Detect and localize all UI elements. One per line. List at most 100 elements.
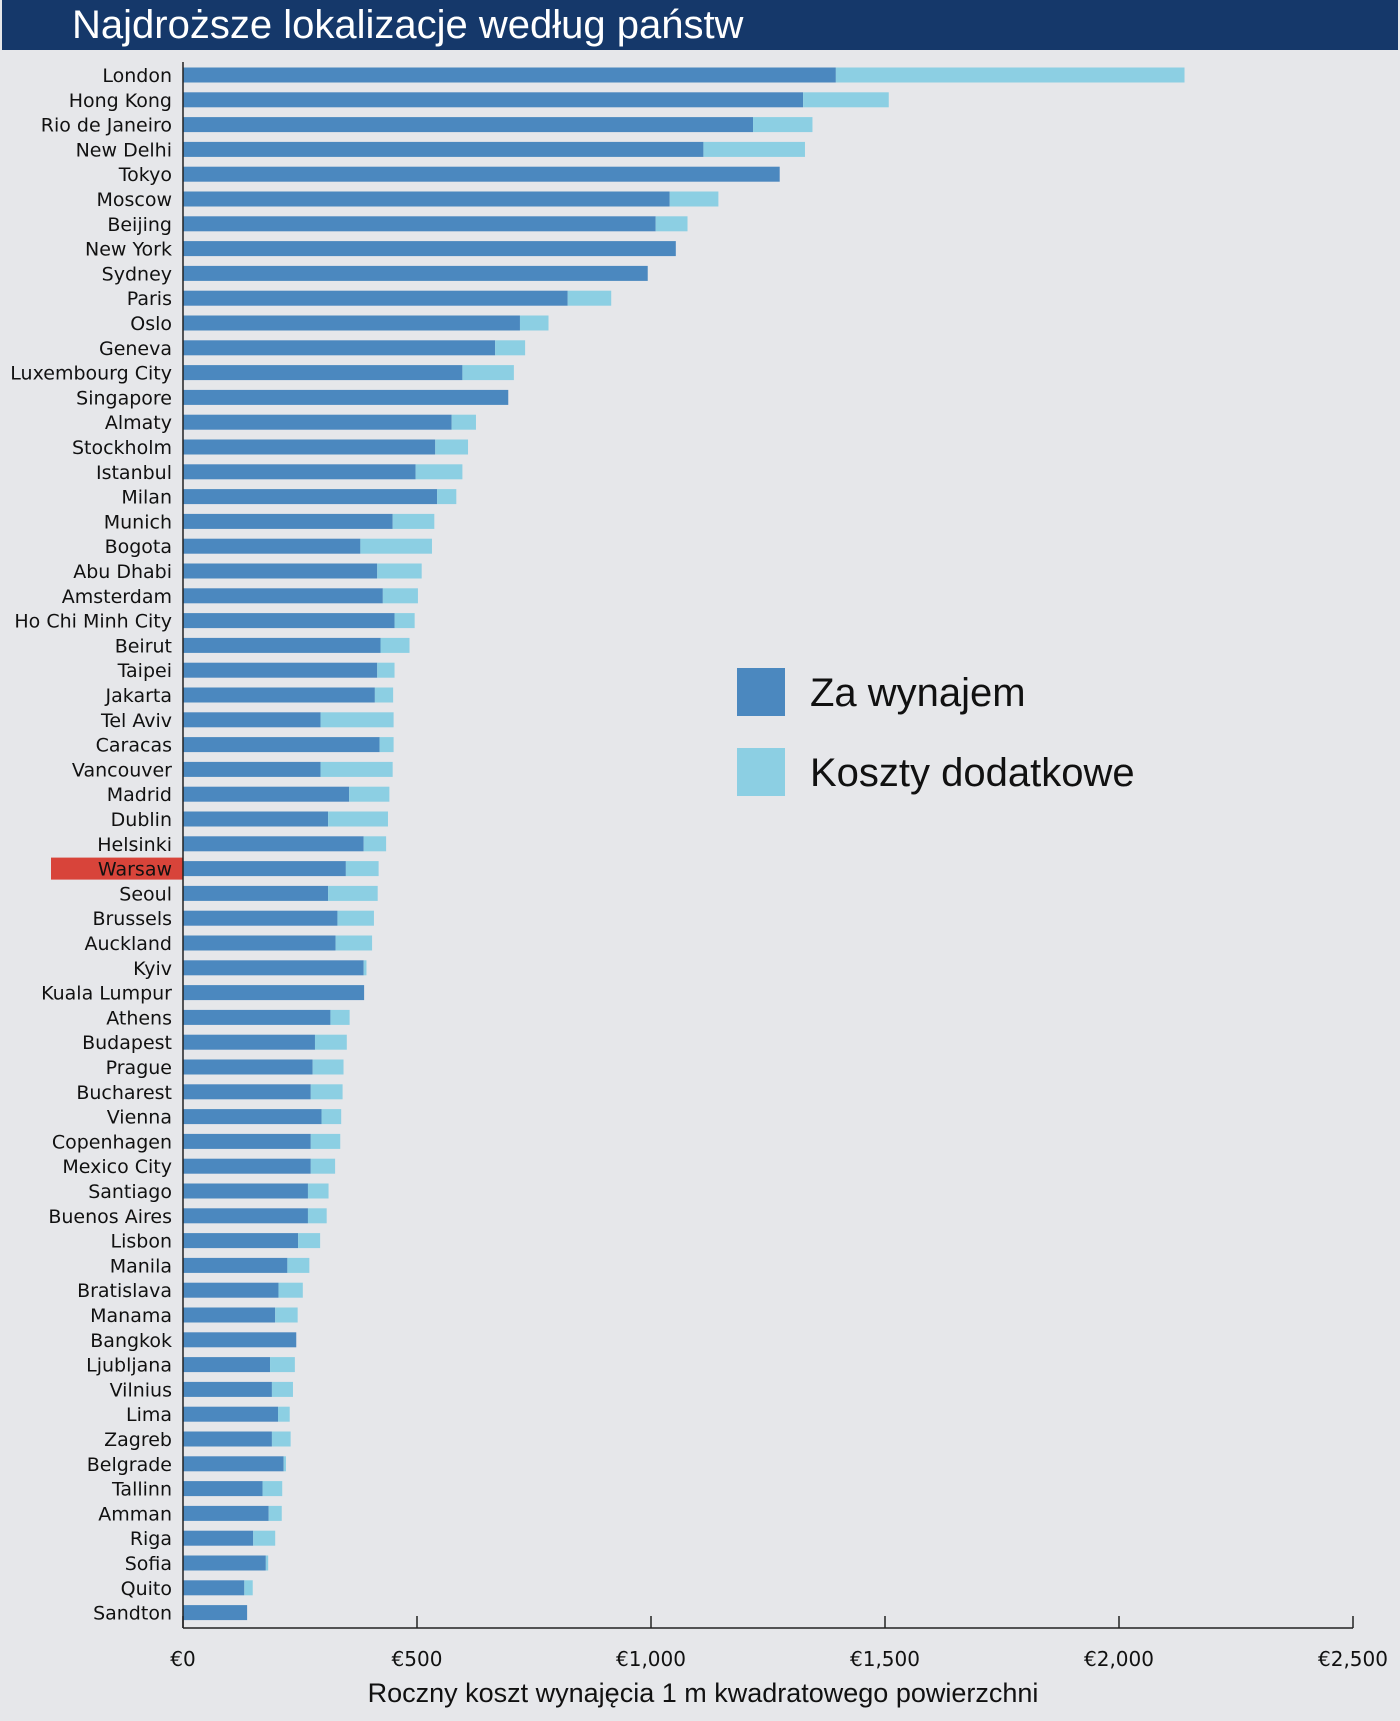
bar-new-delhi-rent: [183, 141, 704, 157]
bar-amman-extra: [268, 1505, 282, 1521]
category-label-bogota: Bogota: [105, 536, 172, 558]
bar-taipei-rent: [183, 662, 378, 678]
bar-munich-extra: [392, 513, 435, 529]
bar-taipei-extra: [377, 662, 395, 678]
bar-amman-rent: [183, 1505, 269, 1521]
category-label-beijing: Beijing: [107, 214, 172, 236]
category-label-almaty: Almaty: [105, 412, 172, 434]
bar-amsterdam-rent: [183, 588, 383, 604]
category-label-new-delhi: New Delhi: [76, 139, 172, 161]
bar-riga-extra: [253, 1530, 276, 1546]
bar-istanbul-extra: [415, 464, 463, 480]
bar-almaty-extra: [451, 414, 476, 430]
category-label-lima: Lima: [126, 1404, 172, 1426]
bar-buenos-aires-rent: [183, 1208, 308, 1224]
bar-zagreb-rent: [183, 1431, 272, 1447]
bar-lima-extra: [278, 1406, 290, 1422]
bar-vienna-extra: [321, 1109, 342, 1125]
bar-beijing-rent: [183, 216, 656, 232]
bar-kuala-lumpur-rent: [183, 985, 365, 1001]
bar-helsinki-extra: [363, 836, 387, 852]
category-label-beirut: Beirut: [115, 635, 172, 657]
x-tick-label-1500: €1,500: [850, 1647, 920, 1671]
bar-caracas-rent: [183, 737, 380, 753]
title-bar: Najdroższe lokalizacje według państw: [2, 0, 1398, 50]
bar-warsaw-extra: [345, 861, 379, 877]
bar-new-delhi-extra: [703, 141, 805, 157]
bar-jakarta-rent: [183, 687, 375, 703]
bar-madrid-extra: [349, 786, 390, 802]
bar-tallinn-extra: [262, 1481, 283, 1497]
legend-swatch-koszty-dodatkowe: [737, 748, 785, 796]
bar-santiago-rent: [183, 1183, 308, 1199]
bar-london-extra: [835, 67, 1185, 83]
bar-buenos-aires-extra: [307, 1208, 327, 1224]
category-label-helsinki: Helsinki: [97, 834, 172, 856]
bar-copenhagen-extra: [310, 1133, 341, 1149]
bar-belgrade-rent: [183, 1456, 284, 1472]
category-label-seoul: Seoul: [119, 883, 172, 905]
category-label-bratislava: Bratislava: [77, 1280, 172, 1302]
bar-bratislava-rent: [183, 1282, 279, 1298]
category-label-quito: Quito: [121, 1578, 172, 1600]
bar-luxembourg-city-rent: [183, 365, 463, 381]
category-label-dublin: Dublin: [111, 809, 172, 831]
category-label-bucharest: Bucharest: [76, 1082, 172, 1104]
bar-dublin-rent: [183, 811, 329, 827]
category-label-madrid: Madrid: [107, 784, 172, 806]
category-label-santiago: Santiago: [88, 1181, 172, 1203]
category-label-riga: Riga: [130, 1528, 172, 1550]
category-label-sandton: Sandton: [93, 1603, 172, 1625]
bar-lisbon-extra: [298, 1233, 321, 1249]
bar-stockholm-rent: [183, 439, 436, 455]
category-label-kuala-lumpur: Kuala Lumpur: [41, 983, 172, 1005]
bar-tallinn-rent: [183, 1481, 263, 1497]
bar-warsaw-rent: [183, 861, 346, 877]
legend-label-koszty-dodatkowe: Koszty dodatkowe: [810, 751, 1135, 795]
bar-tel-aviv-extra: [320, 712, 394, 728]
category-label-istanbul: Istanbul: [96, 462, 172, 484]
category-label-tokyo: Tokyo: [118, 164, 172, 186]
bar-auckland-extra: [335, 935, 373, 951]
bar-madrid-rent: [183, 786, 350, 802]
category-label-luxembourg-city: Luxembourg City: [10, 363, 172, 385]
bar-ljubljana-extra: [270, 1357, 295, 1373]
bar-beijing-extra: [655, 216, 688, 232]
bar-vienna-rent: [183, 1109, 322, 1125]
category-label-london: London: [102, 65, 172, 87]
category-label-new-york: New York: [85, 239, 172, 261]
bar-manila-extra: [287, 1257, 310, 1273]
bar-helsinki-rent: [183, 836, 364, 852]
bar-bucharest-rent: [183, 1084, 311, 1100]
category-label-buenos-aires: Buenos Aires: [48, 1206, 172, 1228]
category-label-sofia: Sofia: [125, 1553, 172, 1575]
bar-kyiv-extra: [363, 960, 367, 976]
category-label-milan: Milan: [121, 487, 172, 509]
x-tick-label-1000: €1,000: [616, 1647, 686, 1671]
bar-abu-dhabi-rent: [183, 563, 378, 579]
x-tick-label-0: €0: [170, 1647, 195, 1671]
category-label-warsaw: Warsaw: [98, 859, 172, 881]
bar-sofia-extra: [265, 1555, 269, 1571]
bar-lima-rent: [183, 1406, 279, 1422]
bar-dublin-extra: [328, 811, 388, 827]
bar-santiago-extra: [307, 1183, 329, 1199]
category-label-budapest: Budapest: [82, 1032, 172, 1054]
category-label-kyiv: Kyiv: [133, 958, 172, 980]
bar-seoul-rent: [183, 885, 329, 901]
bar-milan-extra: [437, 489, 457, 505]
category-label-caracas: Caracas: [96, 735, 172, 757]
bar-paris-extra: [567, 290, 612, 306]
bar-hong-kong-extra: [803, 92, 889, 108]
category-label-moscow: Moscow: [96, 189, 172, 211]
category-label-ljubljana: Ljubljana: [86, 1355, 172, 1377]
bar-kyiv-rent: [183, 960, 364, 976]
category-label-geneva: Geneva: [99, 338, 172, 360]
bar-mexico-city-extra: [310, 1158, 336, 1174]
category-label-abu-dhabi: Abu Dhabi: [73, 561, 172, 583]
bar-ljubljana-rent: [183, 1357, 271, 1373]
bar-ho-chi-minh-city-rent: [183, 613, 395, 629]
bar-manama-extra: [275, 1307, 298, 1323]
bar-auckland-rent: [183, 935, 336, 951]
bar-beirut-extra: [380, 637, 410, 653]
